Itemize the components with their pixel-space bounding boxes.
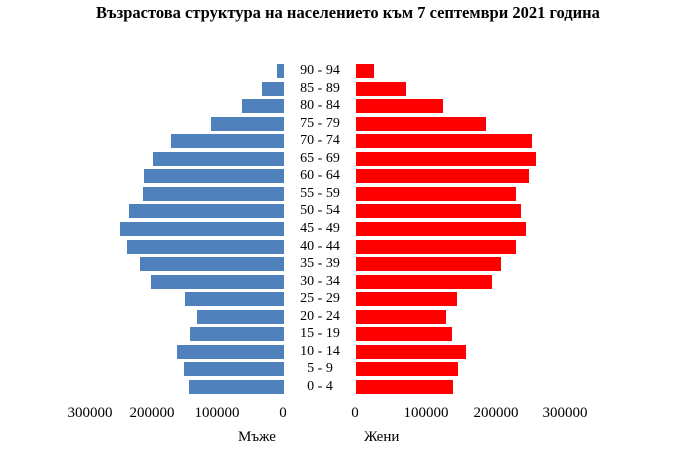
bar-females-25-29 bbox=[356, 292, 457, 307]
age-group-label: 60 - 64 bbox=[300, 168, 340, 184]
bar-males-10-14 bbox=[177, 344, 284, 359]
age-group-label: 45 - 49 bbox=[300, 220, 340, 236]
bar-females-15-19 bbox=[356, 327, 452, 342]
age-group-label: 15 - 19 bbox=[300, 326, 340, 342]
bar-males-30-34 bbox=[151, 274, 284, 289]
axis-label-males: Мъже bbox=[238, 429, 276, 445]
bar-females-80-84 bbox=[356, 99, 443, 114]
bar-males-75-79 bbox=[211, 116, 284, 131]
age-group-label: 80 - 84 bbox=[300, 98, 340, 114]
tick-label: 100000 bbox=[194, 405, 240, 421]
age-group-label: 5 - 9 bbox=[307, 361, 333, 377]
bar-males-80-84 bbox=[242, 99, 284, 114]
bar-females-10-14 bbox=[356, 344, 466, 359]
bar-males-85-89 bbox=[261, 81, 284, 96]
tick-label: 0 bbox=[351, 405, 359, 421]
bar-males-70-74 bbox=[170, 134, 284, 149]
bar-females-5-9 bbox=[356, 362, 459, 377]
age-group-label: 75 - 79 bbox=[300, 115, 340, 131]
bar-females-85-89 bbox=[356, 81, 406, 96]
bar-males-40-44 bbox=[126, 239, 284, 254]
bar-females-70-74 bbox=[356, 134, 532, 149]
bar-females-40-44 bbox=[356, 239, 517, 254]
bar-females-35-39 bbox=[356, 257, 501, 272]
chart-title: Възрастова структура на населението към … bbox=[96, 3, 600, 22]
bar-females-45-49 bbox=[356, 221, 527, 236]
bar-males-15-19 bbox=[189, 327, 284, 342]
bar-females-20-24 bbox=[356, 309, 447, 324]
age-group-label: 40 - 44 bbox=[300, 238, 340, 254]
age-group-label: 85 - 89 bbox=[300, 80, 340, 96]
bar-males-5-9 bbox=[183, 362, 284, 377]
bar-females-65-69 bbox=[356, 151, 536, 166]
bar-females-50-54 bbox=[356, 204, 522, 219]
tick-label: 300000 bbox=[67, 405, 113, 421]
age-group-label: 50 - 54 bbox=[300, 203, 340, 219]
bar-males-20-24 bbox=[196, 309, 284, 324]
bar-males-60-64 bbox=[143, 169, 284, 184]
age-group-label: 90 - 94 bbox=[300, 63, 340, 78]
tick-label: 100000 bbox=[403, 405, 449, 421]
tick-label: 0 bbox=[279, 405, 287, 421]
age-group-label: 0 - 4 bbox=[307, 378, 333, 394]
bar-males-90-94 bbox=[276, 64, 284, 78]
bar-females-30-34 bbox=[356, 274, 492, 289]
age-group-label: 10 - 14 bbox=[300, 343, 340, 359]
bar-females-60-64 bbox=[356, 169, 529, 184]
bar-males-25-29 bbox=[185, 292, 284, 307]
age-group-label: 35 - 39 bbox=[300, 256, 340, 272]
bar-males-45-49 bbox=[120, 221, 284, 236]
tick-label: 300000 bbox=[542, 405, 588, 421]
tick-label: 200000 bbox=[473, 405, 519, 421]
tick-label: 200000 bbox=[129, 405, 175, 421]
age-group-label: 20 - 24 bbox=[300, 308, 340, 324]
age-group-label: 25 - 29 bbox=[300, 291, 340, 307]
bar-males-0-4 bbox=[189, 379, 284, 394]
bar-males-65-69 bbox=[153, 151, 284, 166]
bar-males-50-54 bbox=[128, 204, 284, 219]
bar-males-55-59 bbox=[143, 186, 284, 201]
age-group-label: 55 - 59 bbox=[300, 185, 340, 201]
bar-females-75-79 bbox=[356, 116, 487, 131]
axis-label-females: Жени bbox=[364, 429, 400, 445]
age-group-label: 70 - 74 bbox=[300, 133, 340, 149]
bar-males-35-39 bbox=[139, 257, 284, 272]
bar-females-55-59 bbox=[356, 186, 517, 201]
age-group-label: 65 - 69 bbox=[300, 150, 340, 166]
bar-females-90-94 bbox=[356, 64, 375, 78]
bar-females-0-4 bbox=[356, 379, 454, 394]
age-group-label: 30 - 34 bbox=[300, 273, 340, 289]
